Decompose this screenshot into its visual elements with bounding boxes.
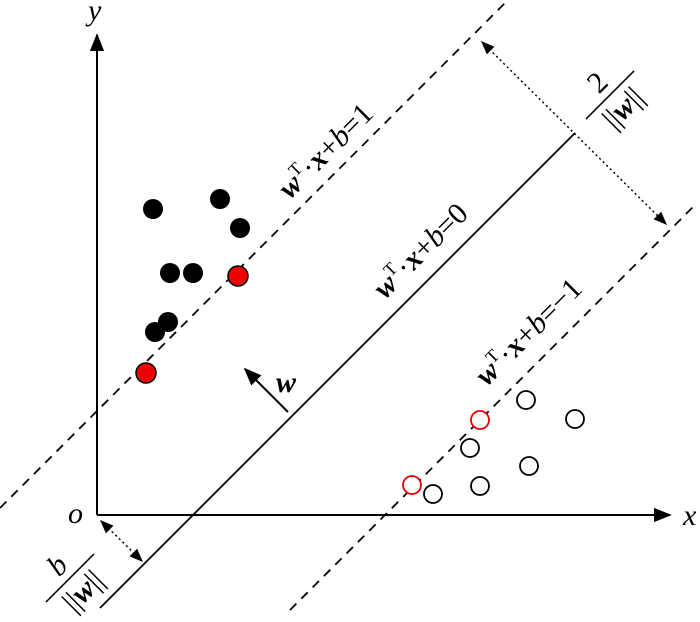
hyperplane [99,132,576,609]
positive-points [135,189,250,384]
hyperplane-equation: wT·x+b=1 [270,95,380,205]
margin-fraction: 2 ||w|| [581,66,651,136]
offset-fraction: b ||w|| [41,549,111,619]
x-axis-label: x [682,499,697,532]
offset-arrow [100,520,143,562]
normal-label: w [276,366,297,399]
margin-arrow [481,41,667,225]
hyperplane-equation: wT·x+b=−1 [467,270,588,391]
hyperplane-equation: wT·x+b=0 [365,195,475,305]
origin-label: o [68,497,83,530]
normal-arrow [243,367,289,413]
lower-margin [289,202,698,611]
negative-points [402,390,585,504]
lower-margin-label: wT·x+b=−1 [467,270,589,392]
y-axis-label: y [85,0,102,27]
upper-margin-label: wT·x+b=1 [270,95,380,205]
hyperplane-label: wT·x+b=0 [365,195,475,305]
